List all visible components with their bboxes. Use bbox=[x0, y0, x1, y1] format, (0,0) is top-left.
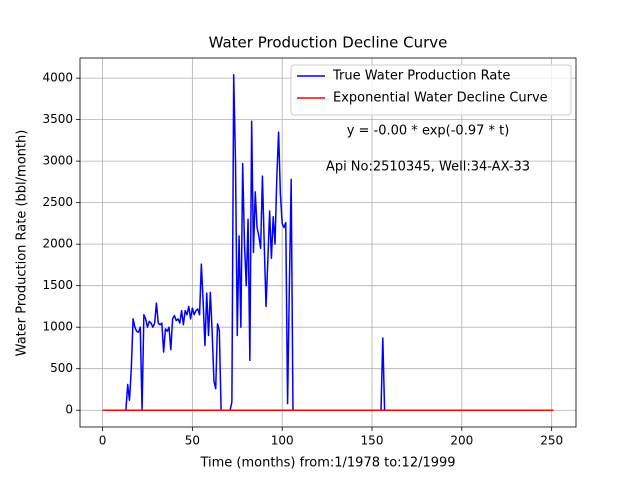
y-axis-label: Water Production Rate (bbl/month) bbox=[15, 130, 30, 357]
y-tick-label: 500 bbox=[50, 361, 73, 375]
legend-box bbox=[290, 64, 572, 116]
y-tick-label: 3500 bbox=[42, 112, 73, 126]
x-axis-label: Time (months) from:1/1978 to:12/1999 bbox=[199, 456, 455, 471]
y-tick-label: 4000 bbox=[42, 71, 73, 85]
y-tick-label: 1000 bbox=[42, 320, 73, 334]
legend-label: True Water Production Rate bbox=[332, 69, 510, 84]
chart-title: Water Production Decline Curve bbox=[209, 34, 448, 52]
data-line bbox=[102, 74, 554, 411]
x-tick-label: 150 bbox=[361, 434, 384, 448]
plot-frame bbox=[79, 57, 577, 428]
y-tick-label: 2500 bbox=[42, 195, 73, 209]
annotation: Api No:2510345, Well:34-AX-33 bbox=[326, 160, 530, 175]
x-tick-label: 0 bbox=[99, 434, 107, 448]
y-tick-label: 2000 bbox=[42, 237, 73, 251]
x-tick-label: 200 bbox=[450, 434, 473, 448]
y-tick-label: 3000 bbox=[42, 154, 73, 168]
x-tick-label: 250 bbox=[540, 434, 563, 448]
x-tick-label: 50 bbox=[185, 434, 200, 448]
annotation: y = -0.00 * exp(-0.97 * t) bbox=[347, 124, 510, 139]
legend-label: Exponential Water Decline Curve bbox=[333, 91, 548, 106]
x-tick-label: 100 bbox=[271, 434, 294, 448]
y-tick-label: 0 bbox=[65, 403, 73, 417]
y-tick-label: 1500 bbox=[42, 278, 73, 292]
